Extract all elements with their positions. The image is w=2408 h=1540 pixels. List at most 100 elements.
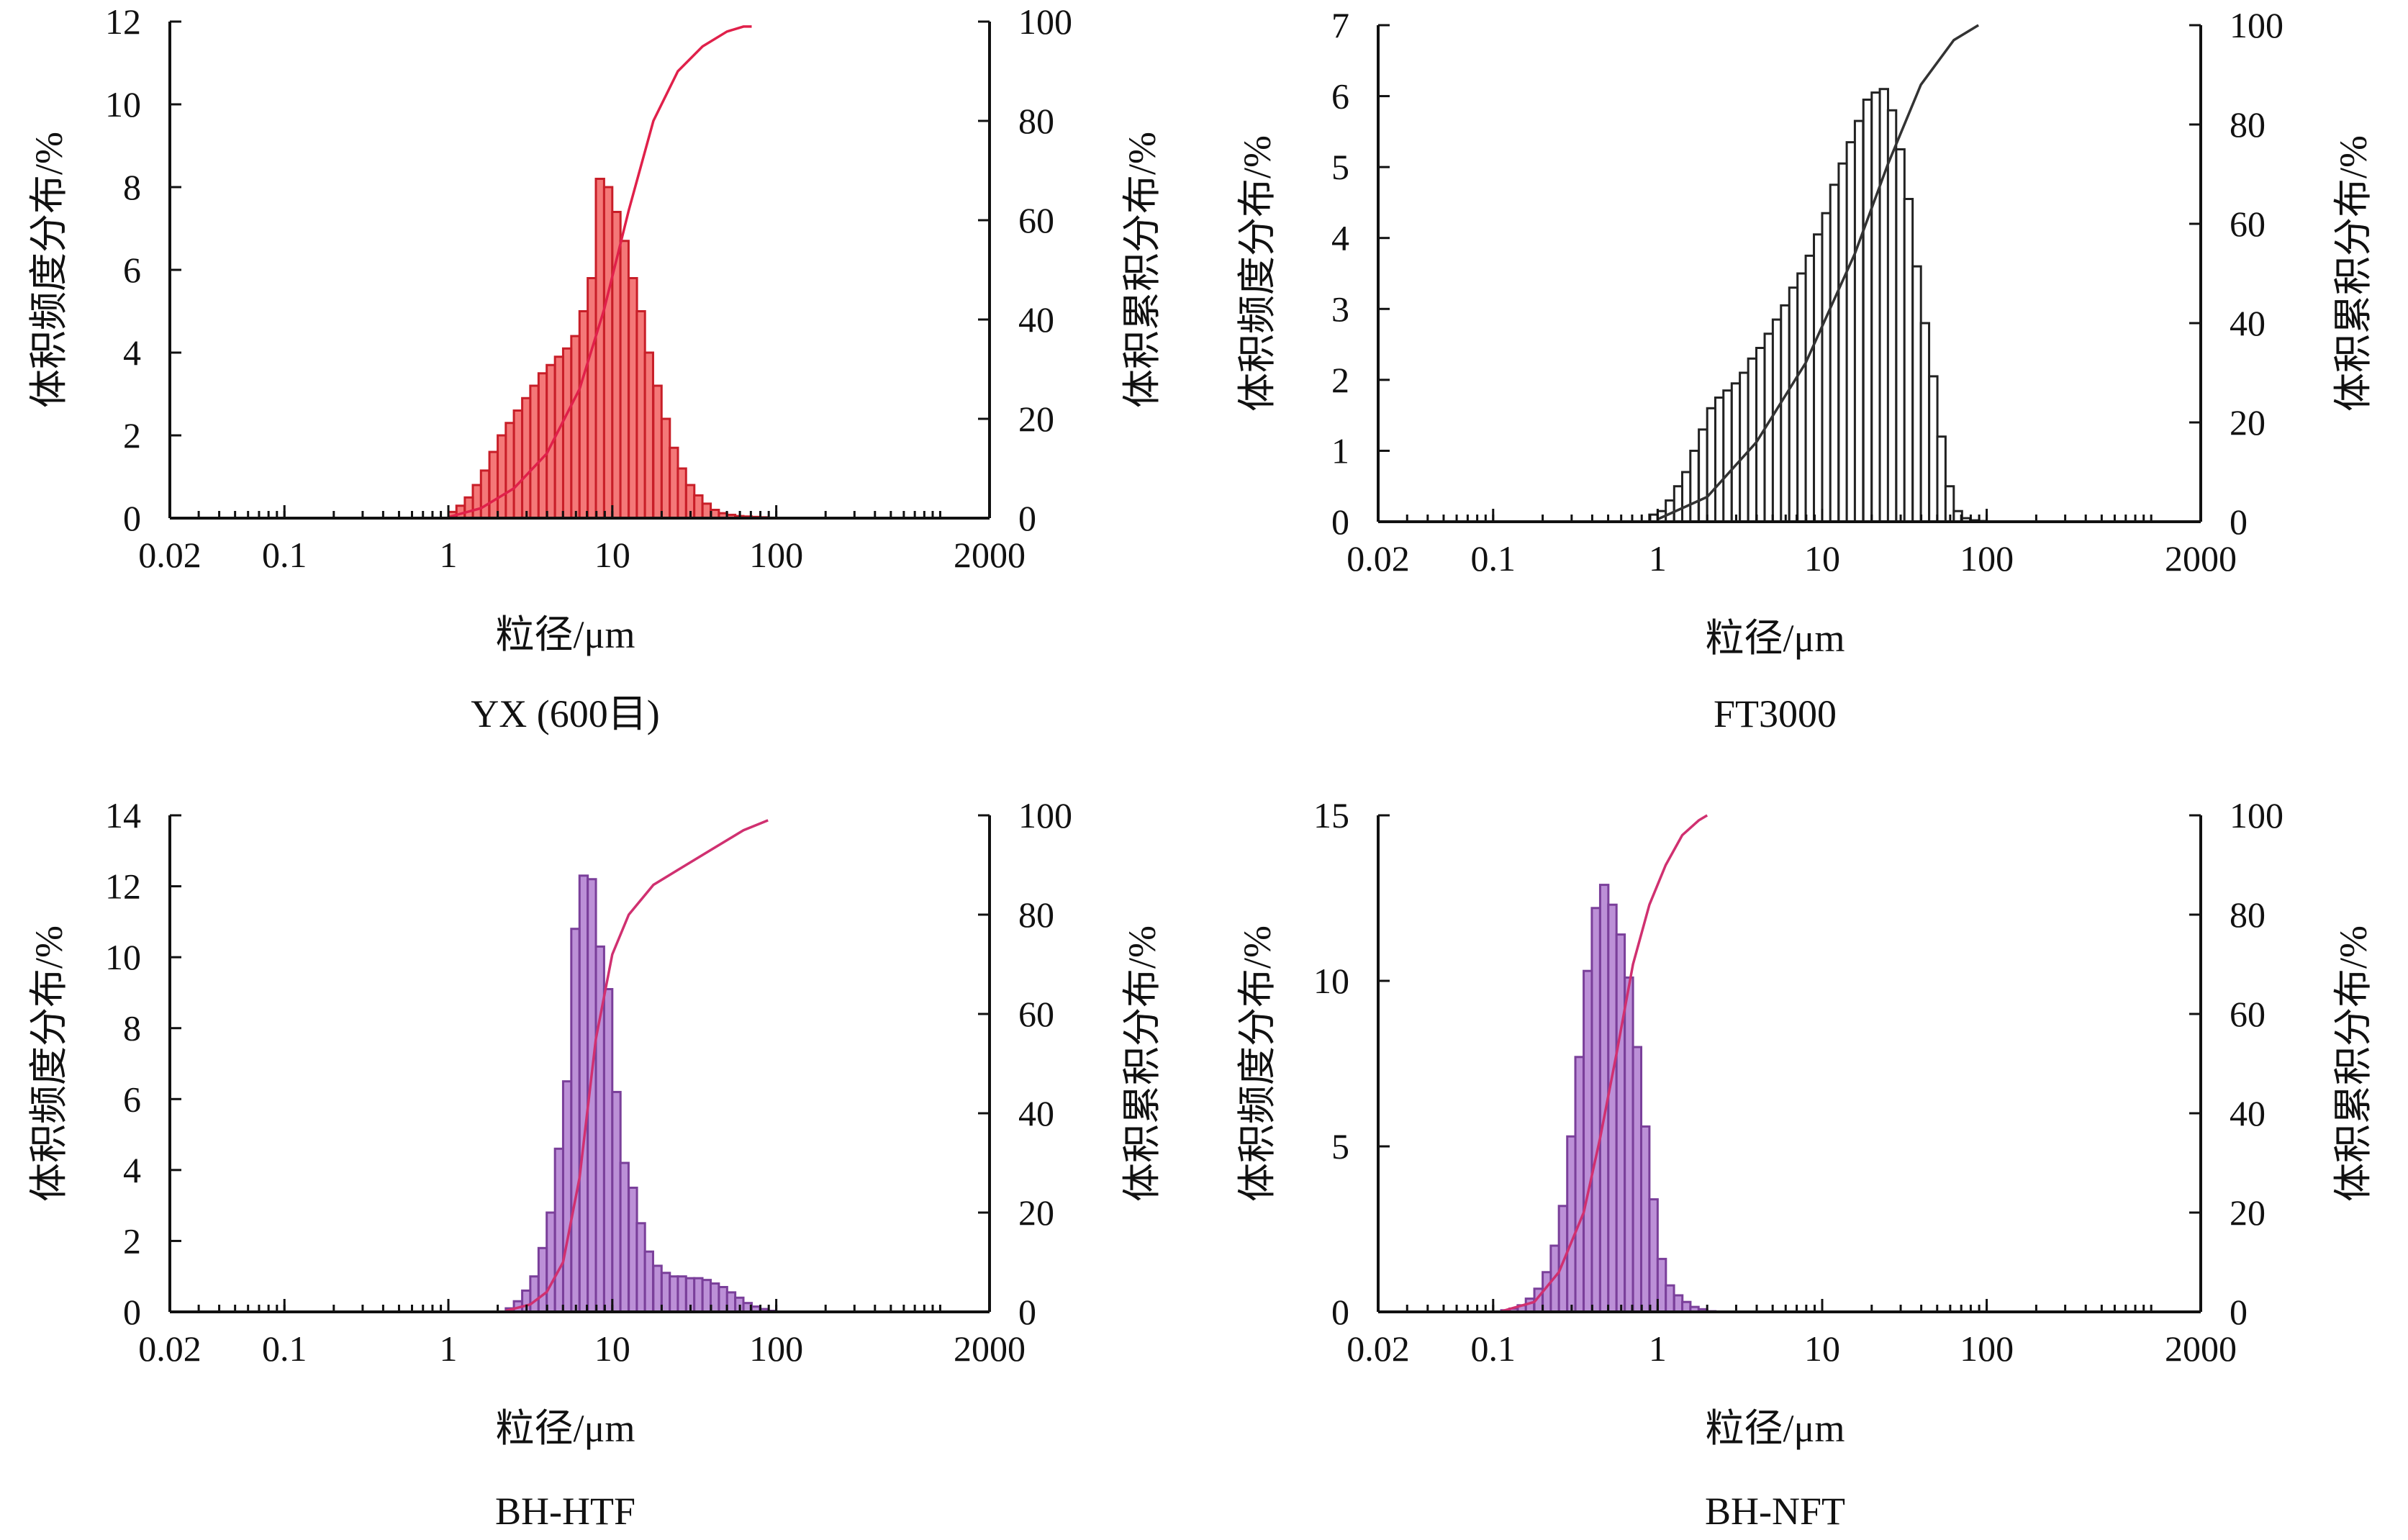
histogram-bar xyxy=(1928,375,1939,523)
histogram-bar xyxy=(1919,322,1931,523)
x-tick-label: 10 xyxy=(594,535,630,575)
y-tick-label: 0 xyxy=(1331,1292,1349,1332)
y-tick-label: 1 xyxy=(1331,430,1349,471)
y-tick-label: 2 xyxy=(123,415,141,456)
histogram-bar xyxy=(635,310,646,520)
y-right-tick-label: 80 xyxy=(2230,104,2266,145)
x-tick-label: 10 xyxy=(594,1328,630,1369)
histogram-bar xyxy=(1780,304,1791,523)
y-right-tick-label: 80 xyxy=(2230,894,2266,935)
histogram-bar xyxy=(1624,976,1634,1313)
y-tick-label: 12 xyxy=(105,866,141,907)
x-axis-label: 粒径/μm xyxy=(1706,1407,1845,1450)
histogram-bar xyxy=(553,1147,565,1313)
histogram-bar xyxy=(504,422,515,520)
y-tick-label: 6 xyxy=(123,1079,141,1119)
x-tick-label: 0.02 xyxy=(1346,538,1410,579)
x-tick-label: 100 xyxy=(1960,1328,2014,1369)
y-right-tick-label: 20 xyxy=(1018,1192,1054,1233)
y-tick-label: 12 xyxy=(105,1,141,42)
x-tick-label: 0.1 xyxy=(262,1328,307,1369)
histogram-bar xyxy=(1557,1205,1569,1313)
histogram-bar xyxy=(1583,969,1593,1313)
y-tick-label: 4 xyxy=(123,332,141,373)
histogram-bar xyxy=(643,1250,654,1313)
x-tick-label: 0.02 xyxy=(138,1328,202,1369)
histogram-bar xyxy=(1788,286,1799,523)
histogram-bar xyxy=(594,178,605,520)
histogram-bar xyxy=(619,1161,630,1313)
histogram-bar xyxy=(693,494,704,520)
histogram-bar xyxy=(1722,389,1733,523)
histogram-bar xyxy=(537,1246,548,1313)
cumulative-curve xyxy=(1657,24,1980,521)
x-tick-label: 1 xyxy=(440,1328,458,1369)
y-tick-label: 3 xyxy=(1331,289,1349,329)
histogram-bar xyxy=(701,502,712,520)
y-axis-label: 体积频度分布/% xyxy=(1236,925,1279,1202)
y-axis-label: 体积频度分布/% xyxy=(27,925,71,1202)
chart-panel-4: 0.02 0.1 1 10 100 2000051015020406080100粒径/μm… xyxy=(1236,795,2375,1533)
y-right-tick-label: 60 xyxy=(2230,994,2266,1034)
histogram-bar xyxy=(1689,449,1700,523)
histogram-bar xyxy=(602,988,614,1313)
y-right-tick-label: 0 xyxy=(1018,498,1036,538)
histogram-bar xyxy=(1639,1125,1651,1313)
y-tick-label: 7 xyxy=(1331,5,1349,45)
x-tick-label: 100 xyxy=(749,535,803,575)
y-right-tick-label: 80 xyxy=(1018,101,1054,141)
x-axis-label: 粒径/μm xyxy=(496,613,635,656)
histogram-bar xyxy=(701,1279,712,1313)
histogram-bar xyxy=(521,397,532,520)
histogram-bar xyxy=(1648,1198,1659,1313)
histogram-bar xyxy=(1853,119,1865,523)
y-right-axis-label: 体积累积分布/% xyxy=(2332,135,2375,412)
histogram-bar xyxy=(635,1222,646,1313)
y-tick-label: 0 xyxy=(1331,502,1349,542)
histogram-bar xyxy=(725,1291,737,1313)
histogram-bar xyxy=(1804,254,1816,523)
histogram-bar xyxy=(1895,148,1906,523)
y-axis-label: 体积频度分布/% xyxy=(27,132,71,408)
x-tick-label: 1 xyxy=(1649,1328,1667,1369)
histogram-bar xyxy=(602,186,614,520)
y-right-tick-label: 20 xyxy=(2230,1192,2266,1233)
y-right-tick-label: 20 xyxy=(1018,399,1054,439)
histogram-bar xyxy=(1845,141,1857,523)
histogram-bar xyxy=(479,469,491,520)
histogram-bar xyxy=(512,409,523,520)
histogram-bar xyxy=(1829,184,1840,523)
y-tick-label: 10 xyxy=(1313,961,1349,1001)
histogram-bar xyxy=(1813,233,1824,523)
histogram-bar xyxy=(1739,371,1750,523)
histogram-bar xyxy=(1730,382,1742,523)
x-tick-label: 1 xyxy=(1649,538,1667,579)
x-tick-label: 100 xyxy=(749,1328,803,1369)
histogram-bar xyxy=(471,484,482,520)
histogram-bar xyxy=(1878,88,1889,523)
histogram-bar xyxy=(1796,272,1807,523)
y-tick-label: 10 xyxy=(105,84,141,124)
y-tick-label: 0 xyxy=(123,1292,141,1332)
histogram-bar xyxy=(1747,357,1758,523)
x-tick-label: 2000 xyxy=(954,1328,1026,1369)
histogram-bar xyxy=(676,1275,687,1313)
y-right-axis-label: 体积累积分布/% xyxy=(2332,925,2375,1202)
y-tick-label: 2 xyxy=(123,1220,141,1261)
histogram-bar xyxy=(561,1080,573,1313)
y-tick-label: 4 xyxy=(123,1150,141,1190)
x-tick-label: 100 xyxy=(1960,538,2014,579)
chart-panel-3: 0.02 0.1 1 10 100 200002468101214020406080100… xyxy=(27,795,1164,1533)
histogram-bar xyxy=(1665,1284,1675,1313)
x-axis-label: 粒径/μm xyxy=(1706,617,1845,660)
x-axis-label: 粒径/μm xyxy=(496,1407,635,1450)
y-tick-label: 10 xyxy=(105,937,141,977)
histogram-bar xyxy=(1698,428,1708,523)
histogram-bar xyxy=(1680,471,1692,523)
y-tick-label: 6 xyxy=(123,250,141,290)
x-tick-label: 10 xyxy=(1804,1328,1840,1369)
histogram-bar xyxy=(1566,1135,1577,1313)
histogram-bar xyxy=(578,310,589,520)
histogram-bar xyxy=(611,1090,622,1313)
